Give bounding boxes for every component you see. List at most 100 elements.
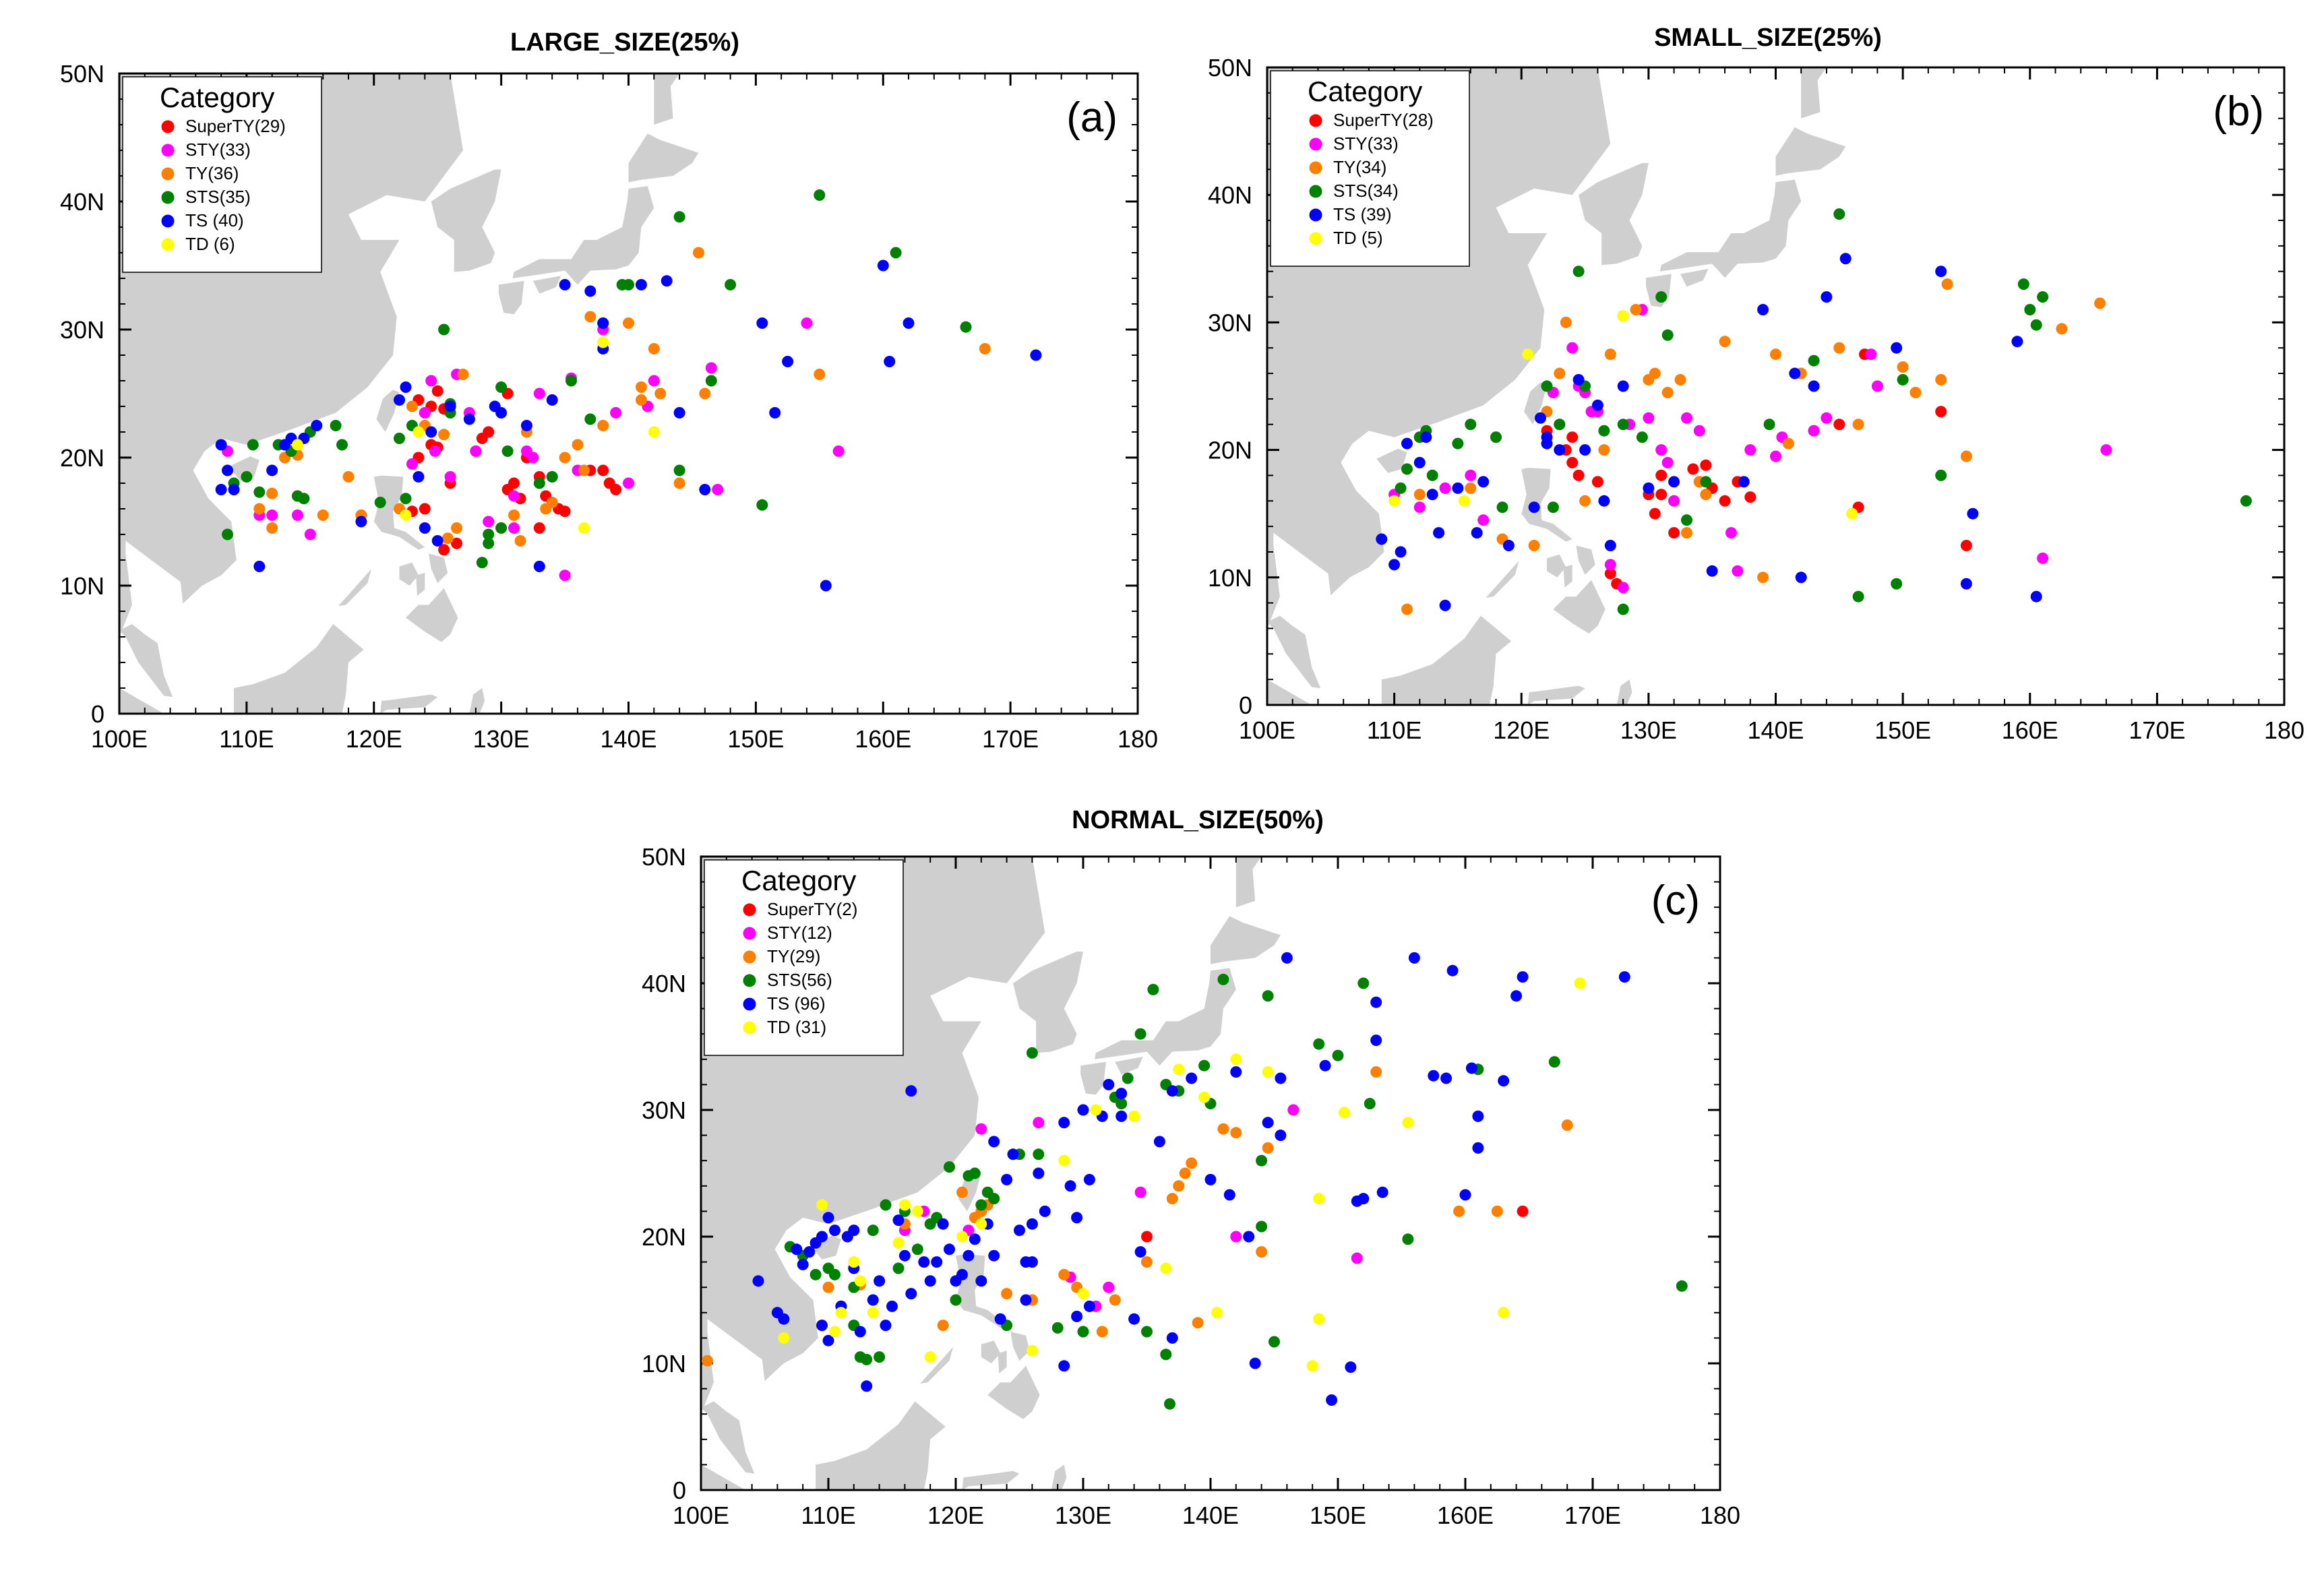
- data-point-ty: [1192, 1317, 1204, 1329]
- data-point-ts: [822, 1334, 834, 1346]
- land-mass: [1235, 857, 1262, 908]
- land-mass: [1080, 1061, 1106, 1095]
- data-point-ts: [1706, 565, 1718, 577]
- y-tick-label: 20N: [642, 1223, 686, 1251]
- data-point-sty: [1287, 1104, 1299, 1116]
- data-point-ts: [400, 381, 412, 393]
- data-point-ts: [1026, 1256, 1038, 1268]
- data-point-sts: [584, 413, 597, 425]
- data-point-ts: [1077, 1104, 1089, 1116]
- data-point-ts: [1618, 971, 1630, 983]
- data-point-ts: [1554, 444, 1566, 456]
- chart-title: NORMAL_SIZE(50%): [1072, 806, 1324, 834]
- legend: Category SuperTY(29) STY(33) TY(36) STS(35) T…: [122, 76, 322, 273]
- data-point-ts: [877, 259, 889, 272]
- data-point-ts: [1083, 1300, 1095, 1312]
- data-point-ts: [898, 1249, 911, 1262]
- x-tick-label: 100E: [91, 725, 148, 753]
- data-point-ts: [699, 484, 711, 495]
- y-tick-label: 40N: [1208, 181, 1252, 209]
- data-point-ty: [266, 522, 278, 534]
- x-tick-label: 100E: [673, 1501, 729, 1529]
- data-point-sts: [495, 522, 508, 534]
- data-point-ts: [1440, 1072, 1452, 1084]
- data-point-sts: [253, 486, 266, 498]
- data-point-sts: [1198, 1059, 1211, 1072]
- data-point-sts: [944, 1161, 955, 1173]
- data-point-ty: [508, 509, 520, 521]
- series-sts: [1395, 208, 2252, 615]
- data-point-ts: [1465, 1062, 1477, 1074]
- data-point-ts: [803, 1246, 816, 1258]
- y-tick-label: 50N: [60, 60, 104, 88]
- data-point-sty: [266, 509, 278, 521]
- data-point-td: [1198, 1091, 1211, 1103]
- y-tick-label: 10N: [1208, 564, 1252, 592]
- data-point-sts: [1808, 354, 1820, 367]
- x-tick-label: 150E: [1310, 1501, 1366, 1529]
- data-point-ty: [1757, 571, 1769, 584]
- data-point-sts: [1134, 1028, 1146, 1040]
- x-tick-label: 160E: [2002, 716, 2058, 744]
- data-point-sty: [1439, 482, 1451, 494]
- y-tick-label: 0: [1239, 691, 1252, 719]
- land-mass: [810, 1235, 841, 1260]
- y-tick-label: 30N: [60, 316, 104, 344]
- data-point-ty: [635, 394, 647, 406]
- data-point-sts: [394, 433, 405, 444]
- data-point-sts: [1547, 501, 1559, 514]
- legend-entry-label: STY(12): [767, 923, 832, 943]
- data-point-sty: [712, 484, 724, 495]
- data-point-td: [1617, 310, 1629, 322]
- series-ts: [1376, 253, 2042, 611]
- data-point-ty: [1909, 387, 1922, 398]
- data-point-sts: [814, 189, 826, 201]
- y-tick-label: 10N: [642, 1350, 686, 1377]
- data-point-superty: [1517, 1205, 1529, 1217]
- data-point-superty: [1655, 489, 1668, 501]
- panel-label: (c): [1651, 877, 1700, 924]
- data-point-sts: [438, 323, 450, 336]
- data-point-sty: [801, 317, 813, 329]
- data-point-ts: [886, 1300, 898, 1312]
- data-point-td: [1306, 1360, 1318, 1372]
- data-point-sts: [476, 557, 488, 569]
- data-point-ts: [355, 516, 367, 528]
- data-point-superty: [610, 484, 622, 495]
- data-point-ty: [514, 535, 526, 547]
- data-point-ts: [1439, 599, 1451, 611]
- data-point-sts: [1496, 501, 1508, 514]
- x-tick-label: 180: [2264, 716, 2304, 744]
- land-mass: [1095, 968, 1236, 1066]
- data-point-ts: [1808, 380, 1820, 392]
- data-point-sts: [1897, 374, 1909, 385]
- data-point-ts: [884, 356, 896, 367]
- data-point-sts: [222, 528, 233, 540]
- legend-marker: [743, 1021, 756, 1034]
- land-mass: [1775, 127, 1846, 176]
- data-point-sts: [1852, 590, 1864, 602]
- data-point-sts: [1402, 1233, 1414, 1245]
- data-point-ts: [829, 1225, 840, 1237]
- data-point-ts: [969, 1233, 981, 1245]
- data-point-ts: [944, 1243, 955, 1256]
- data-point-ts: [635, 279, 647, 290]
- data-point-sts: [1332, 1049, 1344, 1061]
- data-point-ts: [924, 1275, 936, 1287]
- data-point-sts: [1401, 463, 1413, 475]
- data-point-ts: [1459, 1189, 1471, 1201]
- data-point-sts: [1763, 419, 1775, 431]
- data-point-ty: [1941, 278, 1953, 290]
- data-point-sty: [610, 407, 622, 419]
- data-point-ts: [1541, 437, 1553, 450]
- data-point-td: [1211, 1307, 1223, 1319]
- data-point-td: [1058, 1154, 1070, 1167]
- legend: Category SuperTY(2) STY(12) TY(29) STS(56) TS…: [704, 859, 904, 1056]
- data-point-ty: [253, 503, 266, 515]
- land-mass: [1576, 545, 1595, 575]
- data-point-ts: [1166, 1085, 1178, 1097]
- legend-entry-label: TD (31): [767, 1017, 826, 1037]
- data-point-ts: [778, 1313, 790, 1325]
- data-point-ty: [1186, 1157, 1198, 1169]
